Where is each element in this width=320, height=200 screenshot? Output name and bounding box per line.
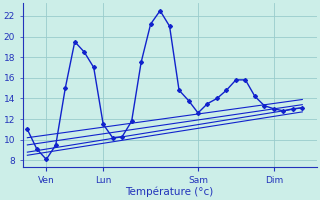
X-axis label: Température (°c): Température (°c) [125, 186, 214, 197]
